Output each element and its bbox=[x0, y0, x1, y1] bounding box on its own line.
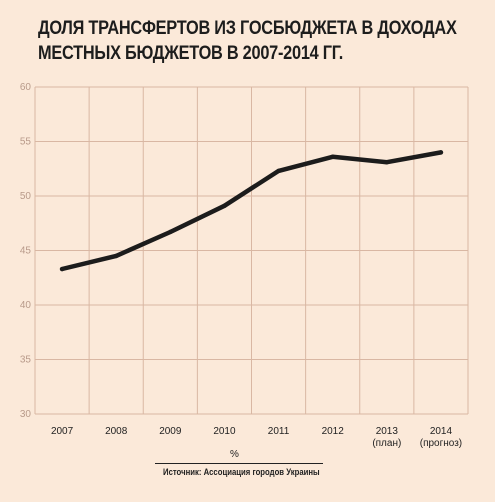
y-tick-label: 30 bbox=[20, 409, 32, 420]
x-tick-label: 2012 bbox=[322, 426, 345, 437]
chart-title-line-2: МЕСТНЫХ БЮДЖЕТОВ В 2007-2014 ГГ. bbox=[38, 43, 344, 64]
y-tick-label: 50 bbox=[20, 191, 32, 202]
data-point bbox=[59, 266, 65, 272]
x-tick-label: 2008 bbox=[105, 426, 128, 437]
data-point bbox=[276, 168, 281, 174]
chart-title-line-1: ДОЛЯ ТРАНСФЕРТОВ ИЗ ГОСБЮДЖЕТА В ДОХОДАХ bbox=[38, 18, 457, 39]
x-tick-label: 2014 bbox=[430, 426, 453, 437]
x-tick-sublabel: (план) bbox=[372, 438, 401, 449]
x-tick-label: 2010 bbox=[213, 426, 236, 437]
x-tick-sublabel: (прогноз) bbox=[420, 438, 462, 449]
data-point bbox=[384, 160, 390, 165]
data-point bbox=[168, 229, 173, 235]
y-axis-ticks: 30 35 40 45 50 55 60 bbox=[20, 82, 32, 420]
y-tick-label: 45 bbox=[20, 246, 32, 257]
chart-title: ДОЛЯ ТРАНСФЕРТОВ ИЗ ГОСБЮДЖЕТА В ДОХОДАХ… bbox=[38, 16, 457, 66]
series-line bbox=[59, 150, 444, 272]
x-tick-label: 2011 bbox=[268, 426, 290, 437]
data-point bbox=[438, 150, 444, 155]
x-axis-ticks: 2007 2008 2009 2010 2011 2012 2013(план) 2014(п… bbox=[51, 426, 462, 449]
y-tick-label: 55 bbox=[20, 137, 32, 148]
y-tick-label: 60 bbox=[20, 82, 32, 93]
unit-label: % bbox=[230, 449, 239, 460]
data-point bbox=[330, 154, 335, 159]
y-tick-label: 35 bbox=[20, 355, 32, 366]
series bbox=[59, 150, 444, 272]
data-point bbox=[222, 203, 227, 209]
x-tick-label: 2009 bbox=[159, 426, 182, 437]
x-tick-label: 2013 bbox=[376, 426, 399, 437]
data-point bbox=[113, 253, 119, 259]
y-tick-label: 40 bbox=[20, 300, 32, 311]
source-divider bbox=[155, 463, 323, 464]
x-tick-label: 2007 bbox=[51, 426, 74, 437]
source-note: Источник: Ассоциация городов Украины bbox=[163, 467, 320, 477]
grid bbox=[34, 86, 469, 415]
